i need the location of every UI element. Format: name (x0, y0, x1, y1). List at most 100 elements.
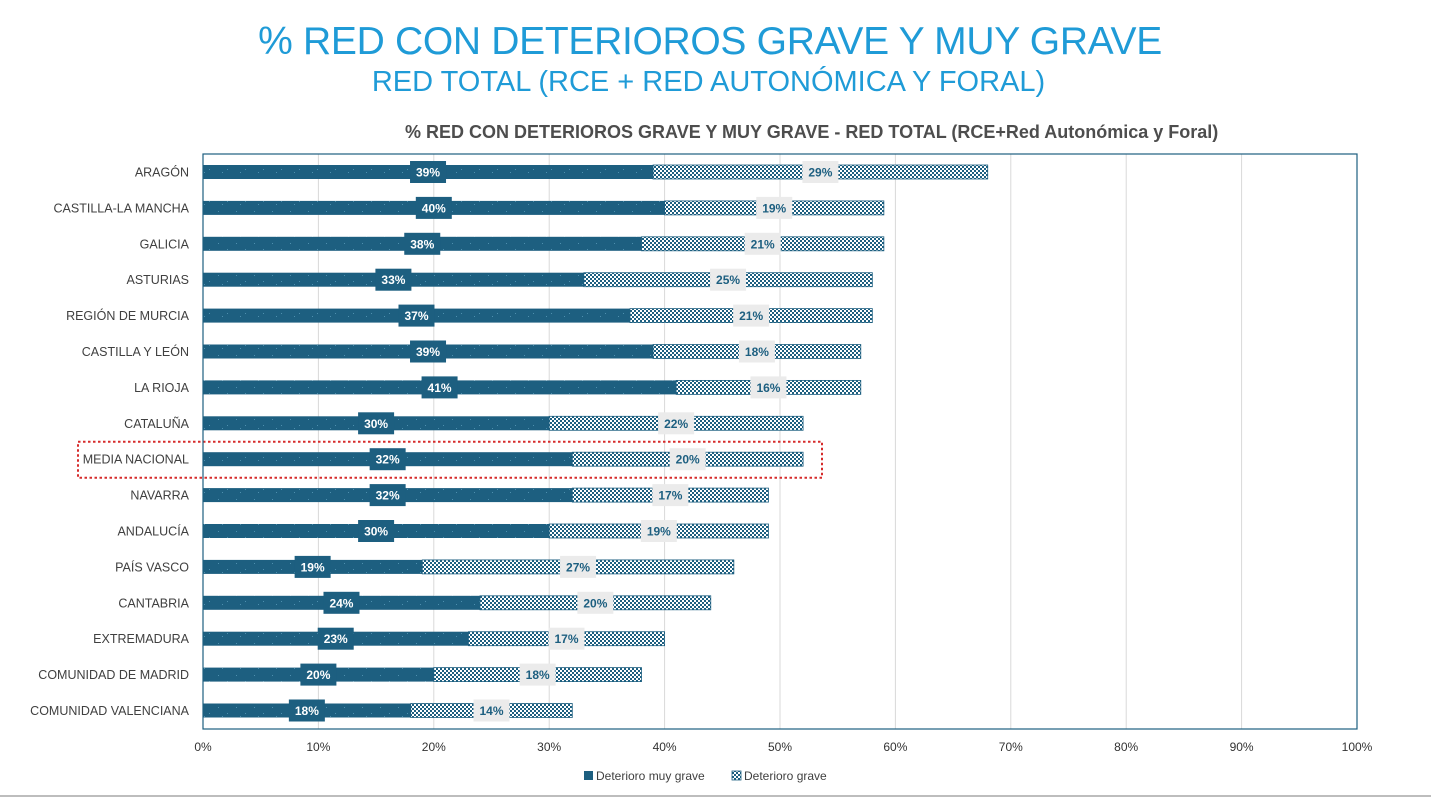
data-label-bg (421, 376, 458, 399)
plot-border (202, 153, 1358, 730)
data-label-bg (375, 268, 412, 291)
data-label-grave: 22% (664, 417, 688, 431)
data-label-grave: 21% (751, 237, 775, 251)
data-label-bg (750, 376, 787, 399)
data-label-bg (548, 627, 585, 650)
legend-swatch-muy-grave (584, 771, 593, 780)
y-category-label: GALICIA (140, 237, 190, 251)
data-label-grave: 14% (479, 704, 503, 718)
x-tick-label: 0% (194, 740, 212, 754)
data-label-bg (738, 340, 775, 363)
data-label-grave: 18% (745, 345, 769, 359)
data-label-bg (802, 161, 839, 183)
legend-swatch-grave (731, 770, 742, 781)
x-tick-label: 90% (1230, 740, 1254, 754)
x-tick-label: 10% (306, 740, 330, 754)
legend-label-muy-grave: Deterioro muy grave (596, 769, 705, 783)
y-category-label: ARAGÓN (135, 165, 189, 180)
data-label-grave: 27% (566, 560, 590, 574)
x-tick-label: 100% (1342, 740, 1373, 754)
data-label-muy-grave: 39% (416, 166, 440, 180)
y-category-label: COMUNIDAD DE MADRID (38, 668, 189, 682)
data-label-grave: 20% (676, 453, 700, 467)
data-label-grave: 16% (756, 381, 780, 395)
data-label-muy-grave: 32% (376, 489, 400, 503)
data-label-grave: 29% (808, 166, 832, 180)
data-label-bg (560, 555, 597, 578)
data-label-muy-grave: 30% (364, 525, 388, 539)
highlight-box (77, 440, 823, 479)
chart-title: % RED CON DETERIOROS GRAVE Y MUY GRAVE -… (405, 122, 1219, 142)
x-tick-label: 50% (768, 740, 792, 754)
data-label-bg (756, 196, 793, 219)
data-label-bg (669, 448, 706, 471)
data-label-muy-grave: 37% (404, 309, 428, 323)
y-category-label: NAVARRA (130, 489, 189, 503)
x-tick-label: 80% (1114, 740, 1138, 754)
y-category-label: PAÍS VASCO (115, 559, 189, 574)
data-label-grave: 17% (658, 489, 682, 503)
y-category-label: ASTURIAS (126, 273, 189, 287)
data-label-grave: 25% (716, 273, 740, 287)
data-label-bg (300, 663, 337, 686)
data-label-muy-grave: 33% (381, 273, 405, 287)
data-label-bg (294, 555, 331, 578)
data-label-bg (404, 232, 441, 255)
data-label-muy-grave: 40% (422, 201, 446, 215)
data-label-bg (358, 520, 395, 542)
data-label-muy-grave: 18% (295, 704, 319, 718)
data-label-muy-grave: 39% (416, 345, 440, 359)
data-label-bg (733, 304, 770, 327)
x-tick-label: 60% (883, 740, 907, 754)
data-label-bg (658, 412, 695, 435)
data-label-bg (369, 448, 406, 471)
data-label-bg (323, 591, 360, 614)
x-tick-label: 40% (653, 740, 677, 754)
legend-label-grave: Deterioro grave (744, 769, 827, 783)
data-label-grave: 21% (739, 309, 763, 323)
page-subtitle: RED TOTAL (RCE + RED AUTONÓMICA Y FORAL) (371, 66, 1046, 98)
data-label-bg (744, 232, 781, 255)
y-category-label: COMUNIDAD VALENCIANA (30, 704, 189, 718)
data-label-muy-grave: 20% (306, 668, 330, 682)
data-label-grave: 19% (647, 525, 671, 539)
data-label-muy-grave: 19% (301, 560, 325, 574)
y-category-label: EXTREMADURA (93, 632, 190, 646)
data-label-muy-grave: 30% (364, 417, 388, 431)
data-label-grave: 20% (583, 596, 607, 610)
x-tick-label: 30% (537, 740, 561, 754)
data-label-grave: 19% (762, 201, 786, 215)
data-label-bg (410, 340, 447, 363)
y-category-label: LA RIOJA (134, 381, 190, 395)
data-label-bg (317, 627, 354, 650)
data-label-muy-grave: 23% (324, 632, 348, 646)
data-label-muy-grave: 38% (410, 237, 434, 251)
data-label-bg (369, 484, 406, 507)
data-label-muy-grave: 32% (376, 453, 400, 467)
data-label-grave: 17% (554, 632, 578, 646)
data-label-bg (577, 591, 614, 614)
y-category-label: CASTILLA-LA MANCHA (54, 201, 190, 215)
data-label-bg (519, 663, 556, 686)
y-category-label: CATALUÑA (124, 417, 189, 431)
data-label-bg (652, 484, 689, 507)
data-label-bg (415, 196, 452, 219)
data-label-bg (398, 304, 435, 327)
y-category-label: REGIÓN DE MURCIA (66, 308, 190, 323)
data-label-muy-grave: 41% (428, 381, 452, 395)
data-label-bg (640, 520, 677, 542)
x-tick-label: 20% (422, 740, 446, 754)
data-label-bg (710, 268, 747, 291)
y-category-label: ANDALUCÍA (117, 524, 189, 539)
data-label-bg (473, 699, 510, 722)
page-title: % RED CON DETERIOROS GRAVE Y MUY GRAVE (258, 20, 1162, 63)
y-category-label: CASTILLA Y LEÓN (82, 344, 189, 359)
data-label-muy-grave: 24% (329, 596, 353, 610)
data-label-grave: 18% (526, 668, 550, 682)
x-tick-label: 70% (999, 740, 1023, 754)
data-label-bg (358, 412, 395, 435)
y-category-label: MEDIA NACIONAL (83, 453, 189, 467)
bottom-divider (0, 795, 1431, 797)
data-label-bg (410, 161, 447, 183)
